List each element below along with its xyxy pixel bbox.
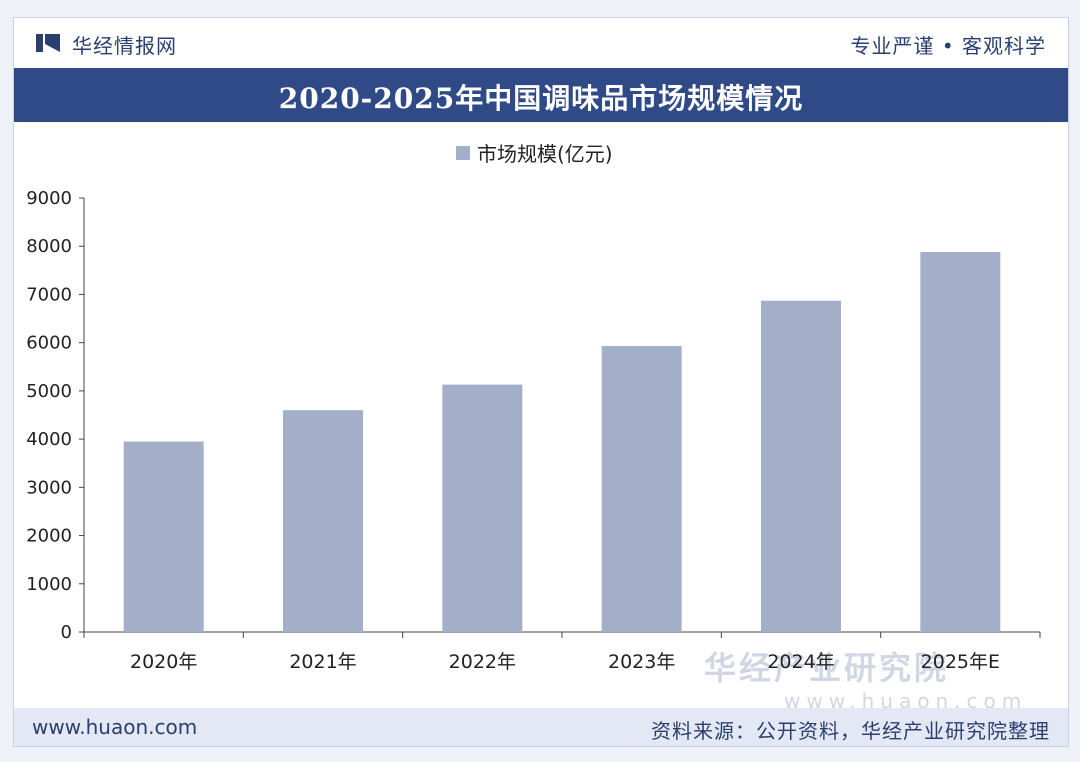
x-tick-label: 2024年 xyxy=(767,651,834,673)
brand-name: 华经情报网 xyxy=(72,34,177,58)
y-tick-label: 4000 xyxy=(26,429,72,450)
bar xyxy=(283,410,363,632)
y-tick-label: 7000 xyxy=(26,284,72,305)
y-tick-label: 3000 xyxy=(26,477,72,498)
bar xyxy=(920,252,1001,632)
y-tick-label: 2000 xyxy=(26,526,72,547)
data-source: 资料来源：公开资料，华经产业研究院整理 xyxy=(651,719,1050,743)
huajing-logo-icon xyxy=(36,34,60,52)
y-tick-label: 0 xyxy=(61,622,72,643)
y-tick-label: 6000 xyxy=(26,333,72,354)
chart-frame: 华经情报网 专业严谨 • 客观科学 2020-2025年中国调味品市场规模情况 … xyxy=(13,17,1069,747)
x-tick-label: 2025年E xyxy=(921,651,1000,673)
slogan: 专业严谨 • 客观科学 xyxy=(850,34,1046,58)
x-tick-label: 2022年 xyxy=(449,651,516,673)
y-tick-label: 9000 xyxy=(26,188,72,209)
bar xyxy=(761,300,841,632)
chart-title: 2020-2025年中国调味品市场规模情况 xyxy=(278,82,804,115)
footer: www.huaon.com 资料来源：公开资料，华经产业研究院整理 xyxy=(14,708,1068,746)
y-tick-label: 5000 xyxy=(26,381,72,402)
header: 华经情报网 专业严谨 • 客观科学 xyxy=(14,18,1068,68)
bar-chart: 0 1000 2000 3000 4000 5000 6000 7000 8000 9000 202… xyxy=(26,142,1041,673)
x-tick-label: 2023年 xyxy=(608,651,675,673)
bar xyxy=(123,441,204,632)
website-url: www.huaon.com xyxy=(32,715,198,739)
bar xyxy=(442,384,523,632)
title-bar: 2020-2025年中国调味品市场规模情况 xyxy=(14,68,1068,122)
x-tick-label: 2021年 xyxy=(289,651,356,673)
legend-label: 市场规模(亿元) xyxy=(477,142,613,166)
x-tick-label: 2020年 xyxy=(130,651,197,673)
y-tick-label: 8000 xyxy=(26,236,72,257)
y-tick-label: 1000 xyxy=(26,574,72,595)
bar xyxy=(601,346,682,632)
legend-swatch xyxy=(456,146,470,160)
